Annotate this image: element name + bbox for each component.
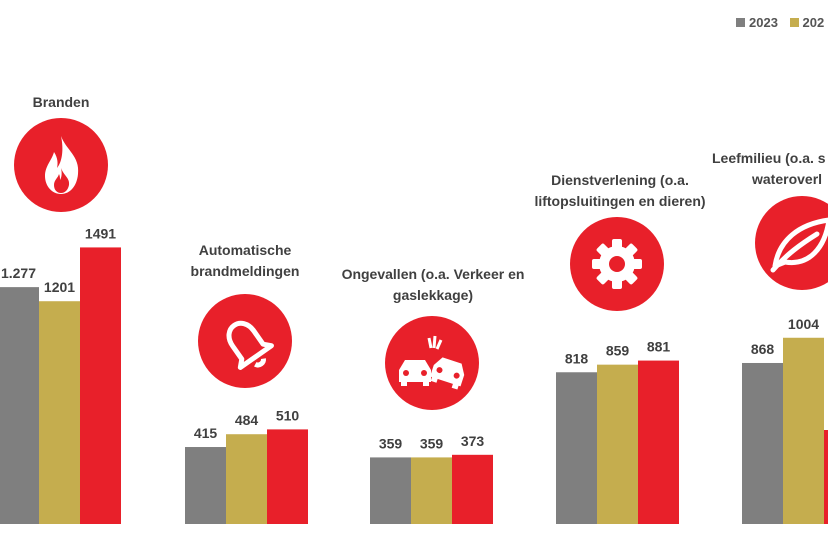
- value-label-leefmilieu-series-1: 868: [751, 341, 775, 357]
- legend-item-2023: 2023: [736, 15, 778, 30]
- category-label-ongevallen: Ongevallen (o.a. Verkeer en gaslekkage): [341, 266, 525, 303]
- car-crash-icon: [385, 316, 479, 410]
- value-label-brandmeldingen-series-1: 415: [194, 425, 218, 441]
- bar-brandmeldingen-series-3: [267, 429, 308, 524]
- value-label-ongevallen-series-3: 373: [461, 433, 485, 449]
- value-label-dienstverlening-series-3: 881: [647, 339, 671, 355]
- value-label-leefmilieu-series-2: 1004: [788, 316, 819, 332]
- category-label-leefmilieu: Leefmilieu (o.a. s wateroverl: [712, 150, 826, 187]
- value-label-brandmeldingen-series-2: 484: [235, 412, 259, 428]
- bar-dienstverlening-series-1: [556, 372, 597, 524]
- bell-icon: [198, 294, 292, 388]
- bar-brandmeldingen-series-2: [226, 434, 267, 524]
- bar-dienstverlening-series-3: [638, 360, 679, 524]
- fire-icon: [14, 118, 108, 212]
- category-label-dienstverlening: Dienstverlening (o.a. liftopsluitingen e…: [534, 172, 706, 209]
- legend-label-2023: 2023: [749, 15, 778, 30]
- bar-ongevallen-series-2: [411, 457, 452, 524]
- category-label-brandmeldingen: Automatische brandmeldingen: [190, 242, 300, 279]
- bar-leefmilieu-series-3: [824, 430, 828, 524]
- bar-brandmeldingen-series-1: [185, 447, 226, 524]
- value-label-brandmeldingen-series-3: 510: [276, 407, 300, 423]
- value-label-branden-series-2: 1201: [44, 279, 75, 295]
- value-label-branden-series-1: 1.277: [1, 265, 36, 281]
- gear-icon: [570, 217, 664, 311]
- legend-item-2024: 202: [789, 15, 825, 30]
- value-label-dienstverlening-series-2: 859: [606, 343, 630, 359]
- leaf-icon: [755, 196, 828, 290]
- bar-ongevallen-series-1: [370, 457, 411, 524]
- bar-branden-series-2: [39, 301, 80, 524]
- bar-ongevallen-series-3: [452, 454, 493, 524]
- value-label-dienstverlening-series-1: 818: [565, 350, 589, 366]
- bar-dienstverlening-series-2: [597, 364, 638, 524]
- legend-swatch-2024: [789, 18, 799, 27]
- bar-branden-series-1: [0, 287, 39, 524]
- bar-leefmilieu-series-2: [783, 337, 824, 524]
- value-label-ongevallen-series-1: 359: [379, 435, 403, 451]
- bar-leefmilieu-series-1: [742, 362, 783, 524]
- legend-label-2024: 202: [802, 15, 825, 30]
- value-label-ongevallen-series-2: 359: [420, 435, 444, 451]
- value-label-branden-series-3: 1491: [85, 225, 116, 241]
- legend: 2023 202: [736, 15, 828, 30]
- legend-swatch-2023: [736, 18, 745, 27]
- bar-branden-series-3: [80, 247, 121, 524]
- category-label-branden: Branden: [32, 94, 90, 110]
